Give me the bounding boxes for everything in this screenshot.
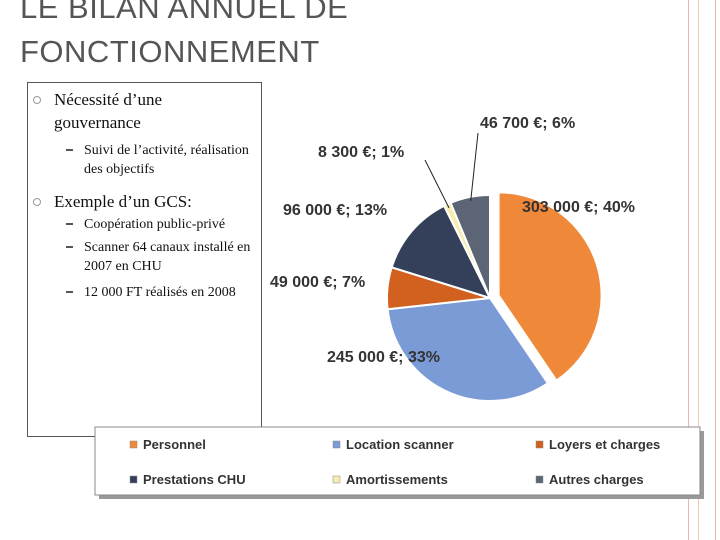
sub-bullet-text: Scanner 64 canaux installé en 2007 en CH… [84,240,251,274]
legend-label: Loyers et charges [549,437,660,452]
legend-label: Autres charges [549,472,644,487]
decoration [698,0,707,540]
data-label: 245 000 €; 33% [327,349,440,366]
sub-bullet-text: Suivi de l’activité, réalisation des obj… [84,143,249,177]
slide-title: LE BILAN ANNUEL DE FONCTIONNEMENT [20,0,349,69]
legend-swatch [332,440,341,449]
legend-swatch [129,475,138,484]
decoration [688,0,716,540]
legend-label: Location scanner [346,437,454,452]
sub-bullet-text: Coopération public-privé [84,217,226,232]
data-label: 96 000 €; 13% [283,202,387,219]
bullet-marker [33,96,41,104]
legend-swatch [332,475,341,484]
legend-swatch [535,440,544,449]
leader-line [424,159,450,209]
legend-label: Prestations CHU [143,472,246,487]
bullet-text: Exemple d’un GCS: [54,192,192,211]
sub-bullet-marker [66,223,73,232]
pie-slice [390,204,492,300]
legend-label: Personnel [143,437,206,452]
bullet-text: Nécessité d’une gouvernance [54,90,163,132]
data-label: 8 300 €; 1% [318,144,404,161]
legend-swatch [535,475,544,484]
data-label: 303 000 €; 40% [522,199,635,216]
data-label: 49 000 €; 7% [270,274,365,291]
pie-slice [386,296,550,402]
sub-bullet-marker [66,246,73,255]
legend-label: Amortissements [346,472,448,487]
legend-swatch [129,440,138,449]
leader-line [470,132,479,201]
data-label: 46 700 €; 6% [480,115,575,132]
sub-bullet-text: 12 000 FT réalisés en 2008 [84,285,236,300]
sub-bullet-marker [66,291,73,300]
pie-slice [449,193,491,299]
legend-box [94,426,701,496]
pie-slice [497,191,603,382]
bullet-marker [33,198,41,206]
sub-bullet-marker [66,149,73,158]
